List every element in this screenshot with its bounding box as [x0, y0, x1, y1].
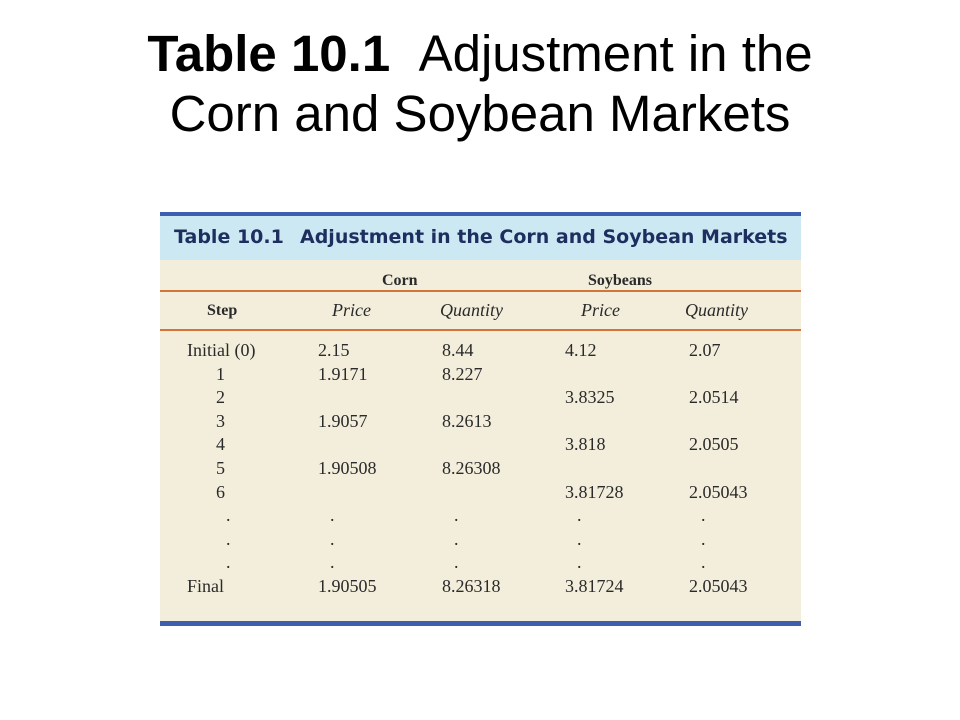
- table-cell-soy-price: 4.12: [565, 340, 597, 360]
- table-header: Table 10.1 Adjustment in the Corn and So…: [160, 216, 801, 260]
- group-label-corn: Corn: [382, 272, 418, 289]
- table-cell-step: .: [226, 552, 231, 573]
- table-cell-soy-quantity: .: [701, 505, 706, 526]
- table-cell-corn-quantity: .: [454, 505, 459, 526]
- table-cell-corn-price: 1.9171: [318, 363, 368, 384]
- table-cell-step: 2: [216, 387, 225, 408]
- table-number: Table 10.1: [174, 226, 284, 248]
- table-top-border: [160, 212, 801, 216]
- table-cell-soy-price: .: [577, 528, 582, 549]
- table-bottom-border: [160, 621, 801, 626]
- table-cell-step: 4: [216, 434, 225, 455]
- table-cell-soy-quantity: .: [701, 552, 706, 573]
- column-header-soy-quantity: Quantity: [685, 300, 748, 320]
- table-cell-soy-quantity: 2.0514: [689, 387, 739, 408]
- column-header-corn-price: Price: [332, 300, 371, 320]
- table-cell-soy-quantity: .: [701, 528, 706, 549]
- table-cell-soy-quantity: 2.05043: [689, 481, 748, 502]
- table-cell-soy-price: .: [577, 505, 582, 526]
- table-cell-step: 3: [216, 410, 225, 431]
- table-cell-corn-price: .: [330, 528, 335, 549]
- slide-title: Table 10.1 Adjustment in the Corn and So…: [0, 24, 960, 144]
- table-cell-corn-quantity: .: [454, 528, 459, 549]
- table-cell-corn-price: .: [330, 505, 335, 526]
- slide-title-rest: Adjustment in the: [418, 25, 813, 82]
- table-cell-soy-price: 3.81724: [565, 576, 624, 596]
- column-header-step: Step: [207, 302, 238, 319]
- table-cell-corn-quantity: .: [454, 552, 459, 573]
- table-cell-soy-price: .: [577, 552, 582, 573]
- table-cell-corn-price: 1.9057: [318, 410, 368, 431]
- table-name: Adjustment in the Corn and Soybean Marke…: [300, 226, 788, 248]
- group-header-row: Corn Soybeans: [160, 260, 801, 304]
- table-cell-corn-price: 1.90508: [318, 458, 377, 478]
- table-cell-corn-price: 1.90505: [318, 576, 377, 596]
- table-cell-soy-quantity: 2.05043: [689, 576, 748, 596]
- table-cell-soy-price: 3.81728: [565, 481, 624, 502]
- table-cell-step: Final: [187, 576, 225, 596]
- table-cell-soy-quantity: 2.0505: [689, 434, 739, 455]
- table-cell-soy-price: 3.818: [565, 434, 606, 455]
- table-cell-soy-price: 3.8325: [565, 387, 615, 408]
- table-cell-step: .: [226, 505, 231, 526]
- divider-rule: [160, 290, 801, 292]
- table-cell-corn-quantity: 8.44: [442, 340, 474, 360]
- table-cell-step: 1: [216, 363, 225, 384]
- table-cell-corn-price: .: [330, 552, 335, 573]
- table-cell-corn-quantity: 8.2613: [442, 410, 492, 431]
- table-cell-corn-price: 2.15: [318, 340, 350, 360]
- slide-title-line1: Table 10.1 Adjustment in the: [0, 24, 960, 84]
- table-cell-corn-quantity: 8.26318: [442, 576, 501, 596]
- table-cell-step: .: [226, 528, 231, 549]
- slide-title-line2: Corn and Soybean Markets: [169, 85, 791, 142]
- group-label-soybeans: Soybeans: [588, 272, 653, 289]
- table-cell-step: Initial (0): [187, 340, 256, 360]
- divider-rule: [160, 329, 801, 331]
- table-cell-step: 6: [216, 481, 225, 502]
- table-cell-soy-quantity: 2.07: [689, 340, 721, 360]
- table-cell-corn-quantity: 8.227: [442, 363, 483, 384]
- table-cell-corn-quantity: 8.26308: [442, 458, 501, 478]
- table-figure: Table 10.1 Adjustment in the Corn and So…: [160, 212, 801, 626]
- slide-title-lead: Table 10.1: [147, 25, 391, 82]
- table-cell-step: 5: [216, 458, 225, 478]
- column-header-corn-quantity: Quantity: [440, 300, 503, 320]
- column-header-soy-price: Price: [581, 300, 620, 320]
